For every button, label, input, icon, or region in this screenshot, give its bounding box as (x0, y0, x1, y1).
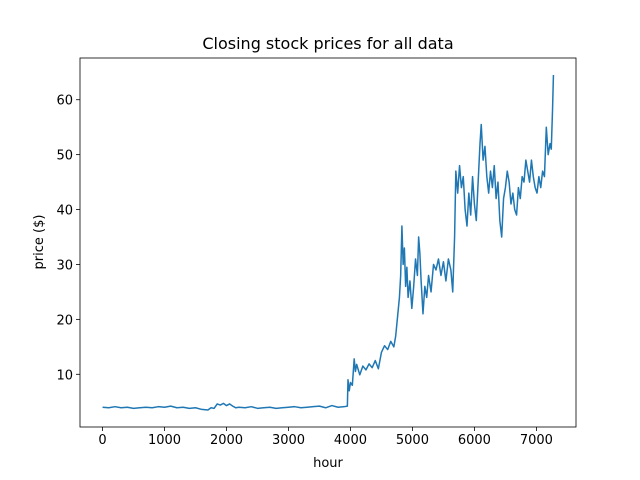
x-tick-label: 4000 (334, 433, 367, 448)
x-tick-label: 5000 (396, 433, 429, 448)
x-axis-label: hour (313, 456, 343, 471)
y-tick-label: 60 (56, 94, 73, 109)
x-tick-label: 7000 (520, 433, 553, 448)
y-tick-label: 40 (56, 204, 73, 219)
y-tick-label: 20 (56, 313, 73, 328)
x-tick-label: 6000 (458, 433, 491, 448)
y-tick-label: 10 (56, 368, 73, 383)
x-tick-label: 2000 (210, 433, 243, 448)
y-tick-label: 30 (56, 258, 73, 273)
plot-frame (79, 57, 577, 428)
chart-title: Closing stock prices for all data (202, 34, 453, 53)
x-tick-label: 0 (98, 433, 106, 448)
price-line (102, 75, 555, 411)
y-axis-label: price ($) (32, 215, 47, 270)
x-tick-label: 3000 (272, 433, 305, 448)
x-tick-label: 1000 (148, 433, 181, 448)
y-tick-label: 50 (56, 149, 73, 164)
